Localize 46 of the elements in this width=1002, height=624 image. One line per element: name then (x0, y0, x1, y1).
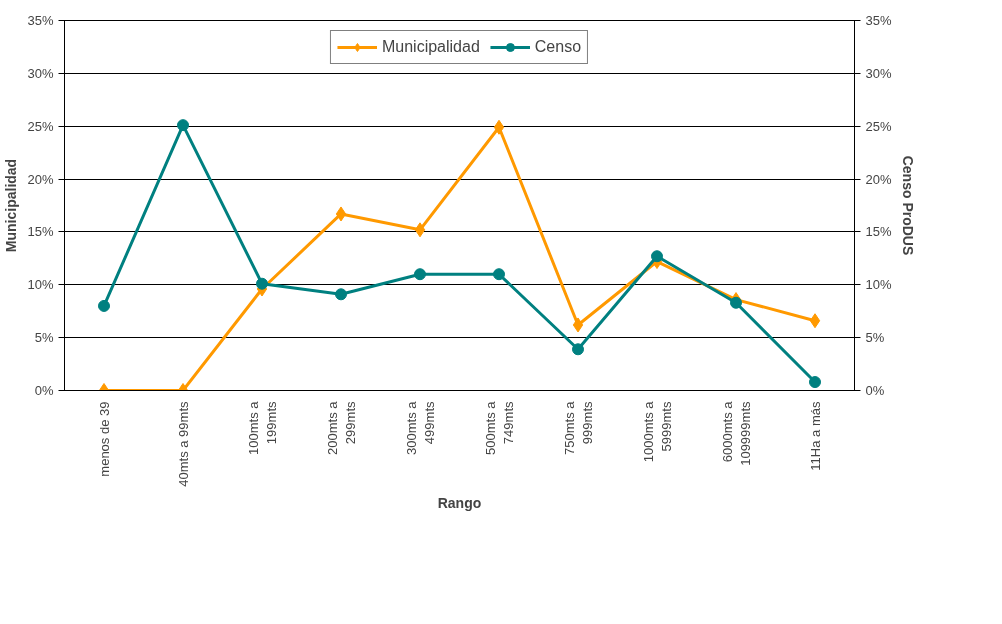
x-tick-label: 200mts a 299mts (324, 400, 358, 455)
y-axis-title: Municipalidad (3, 158, 20, 253)
y2-tick-label: 10% (865, 277, 892, 293)
x-axis-title: Rango (437, 494, 482, 511)
y-tick-label: 5% (34, 330, 54, 346)
x-tick-label: 40mts a 99mts (175, 401, 191, 487)
y2-tick-label: 15% (865, 224, 892, 240)
point (809, 376, 821, 389)
x-tick-label: 100mts a 199mts (245, 400, 279, 455)
x-tick-label: menos de 39 (96, 401, 112, 477)
y2-tick-label: 20% (865, 171, 892, 187)
point (335, 288, 347, 301)
point (335, 206, 347, 222)
point (256, 277, 268, 290)
x-tick-label: 500mts a 749mts (482, 400, 516, 455)
legend-label: Censo (534, 38, 582, 56)
point (414, 222, 426, 238)
point (493, 119, 505, 135)
y2-axis-title: Censo ProDUS (899, 155, 916, 256)
x-tick-label: 11Ha a más (807, 401, 823, 471)
x-tick-label: 750mts a 999mts (561, 400, 595, 455)
point (572, 317, 584, 333)
legend-label: Municipalidad (381, 38, 480, 56)
point (651, 250, 663, 263)
point (809, 313, 821, 329)
y2-tick-label: 30% (865, 65, 892, 81)
y2-tick-label: 5% (865, 330, 885, 346)
point (177, 119, 189, 132)
y-tick-label: 0% (34, 383, 54, 398)
x-tick-label: 300mts a 499mts (403, 400, 437, 455)
y-tick-label: 20% (27, 171, 54, 187)
y-tick-label: 30% (27, 65, 54, 81)
point (572, 343, 584, 356)
y2-tick-label: 35% (865, 13, 892, 28)
y2-tick-label: 25% (865, 118, 892, 134)
y-tick-label: 15% (27, 224, 54, 240)
y-tick-label: 35% (27, 13, 54, 28)
point (730, 296, 742, 309)
y-tick-label: 10% (27, 277, 54, 293)
point (493, 268, 505, 281)
point (414, 268, 426, 281)
x-tick-label: 6000mts a 109999mts (719, 400, 753, 466)
y2-tick-label: 0% (865, 383, 885, 398)
y-tick-label: 25% (27, 118, 54, 134)
point (98, 299, 110, 312)
x-tick-label: 1000mts a 5999mts (640, 400, 674, 463)
